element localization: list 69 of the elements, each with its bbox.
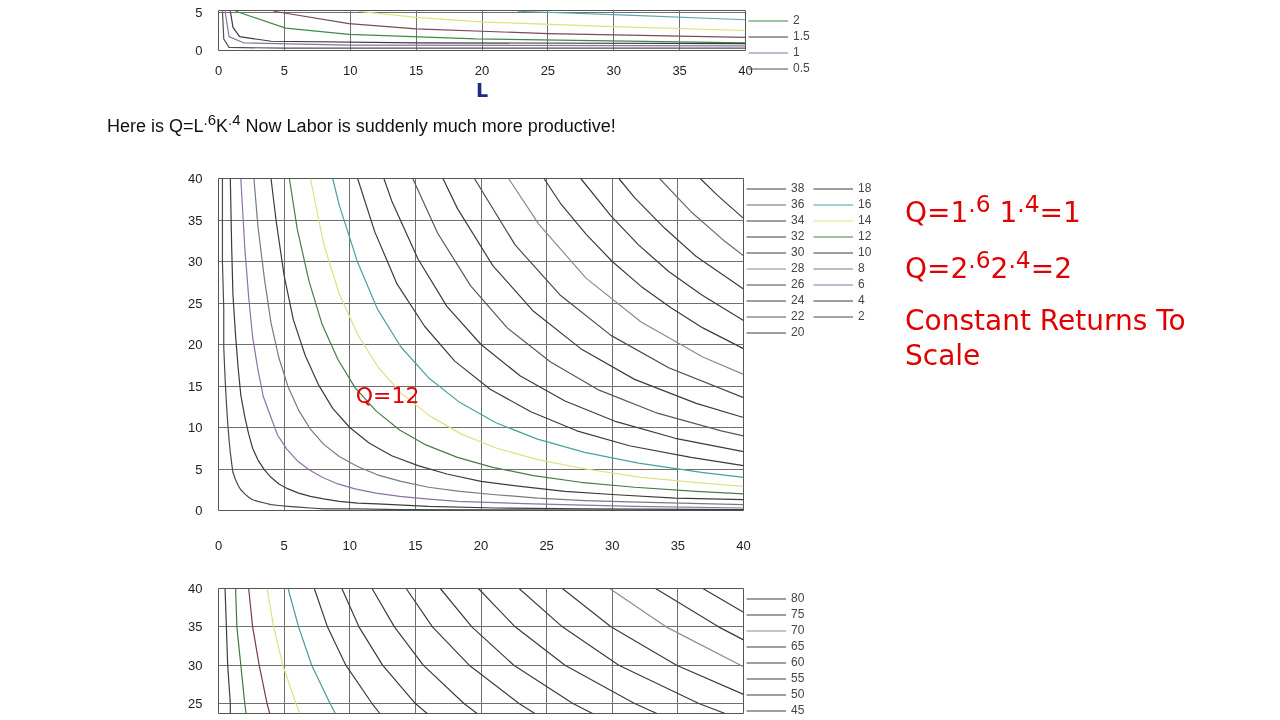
x-tick-label: 30 (606, 62, 621, 78)
legend-label: 34 (791, 213, 806, 227)
legend-label: 4 (858, 293, 866, 307)
legend-label: 22 (791, 309, 806, 323)
x-tick-label: 15 (408, 62, 424, 78)
legend-label: 75 (791, 607, 806, 621)
y-tick-label: 15 (188, 378, 203, 394)
legend-label: 1.5 (793, 29, 811, 43)
x-tick-label: 40 (736, 537, 751, 553)
legend-label: 60 (791, 655, 806, 669)
y-tick-label: 35 (188, 212, 203, 228)
y-tick-label: 40 (188, 171, 203, 186)
y-tick-label: 5 (195, 461, 203, 477)
x-tick-label: 5 (280, 537, 288, 553)
x-tick-label: 5 (280, 62, 288, 78)
y-tick-label: 0 (195, 43, 203, 58)
text: Q=1$^{.6}$ 1$^{.4}$=1 (905, 190, 1082, 231)
x-tick-label: 10 (343, 62, 358, 78)
y-tick-label: 30 (188, 657, 203, 673)
legend-label: 32 (791, 229, 806, 243)
x-tick-label: 40 (738, 62, 753, 78)
legend-label: 20 (791, 325, 806, 339)
legend-label: 24 (791, 293, 806, 307)
legend-label: 10 (858, 245, 873, 259)
legend-label: 50 (791, 687, 806, 701)
legend-label: 2 (793, 13, 801, 27)
legend-label: 1 (793, 45, 801, 59)
x-axis-title: L (475, 78, 489, 101)
legend-label: 36 (791, 197, 806, 211)
x-tick-label: 35 (670, 537, 686, 553)
legend-label: 28 (791, 261, 806, 275)
legend-label: 18 (858, 181, 873, 195)
legend-label: 2 (858, 309, 866, 323)
legend-label: 38 (791, 181, 806, 195)
chart-title: Here is Q=L$^{.6}$K$^{.4}$ Now Labor is suddenly much more productive! (107, 110, 616, 138)
legend-label: 30 (791, 245, 806, 259)
y-tick-label: 0 (195, 503, 203, 518)
y-tick-label: 30 (188, 254, 203, 269)
x-tick-label: 30 (605, 537, 620, 553)
legend-label: 70 (791, 623, 806, 637)
legend-label: 0.5 (793, 61, 811, 75)
legend-label: 45 (791, 703, 806, 717)
legend-label: 65 (791, 639, 806, 653)
legend-label: 12 (858, 229, 873, 243)
legend-label: 26 (791, 277, 806, 291)
x-tick-label: 35 (672, 62, 687, 78)
legend-label: 8 (858, 261, 866, 275)
legend-label: 55 (791, 671, 806, 685)
y-tick-label: 20 (188, 337, 203, 352)
y-tick-label: 40 (188, 581, 203, 596)
legend-label: 16 (858, 197, 873, 211)
y-tick-label: 10 (188, 420, 203, 435)
y-tick-label: 5 (195, 4, 203, 20)
x-tick-label: 10 (342, 537, 357, 553)
x-tick-label: 20 (474, 62, 490, 78)
x-tick-label: 15 (408, 537, 423, 553)
y-tick-label: 35 (188, 619, 203, 635)
x-tick-label: 25 (539, 537, 554, 553)
x-tick-label: 0 (214, 537, 223, 553)
x-tick-label: 20 (473, 537, 489, 553)
x-tick-label: 25 (540, 62, 556, 78)
legend-label: 6 (858, 277, 866, 291)
y-tick-label: 25 (188, 295, 203, 311)
legend-label: 14 (858, 213, 873, 227)
y-tick-label: 25 (188, 696, 203, 712)
legend-label: 80 (791, 591, 806, 605)
text: Q=2$^{.6}$2$^{.4}$=2 (905, 246, 1073, 287)
text: Constant Returns To Scale (905, 302, 1187, 373)
x-tick-label: 0 (214, 62, 223, 78)
